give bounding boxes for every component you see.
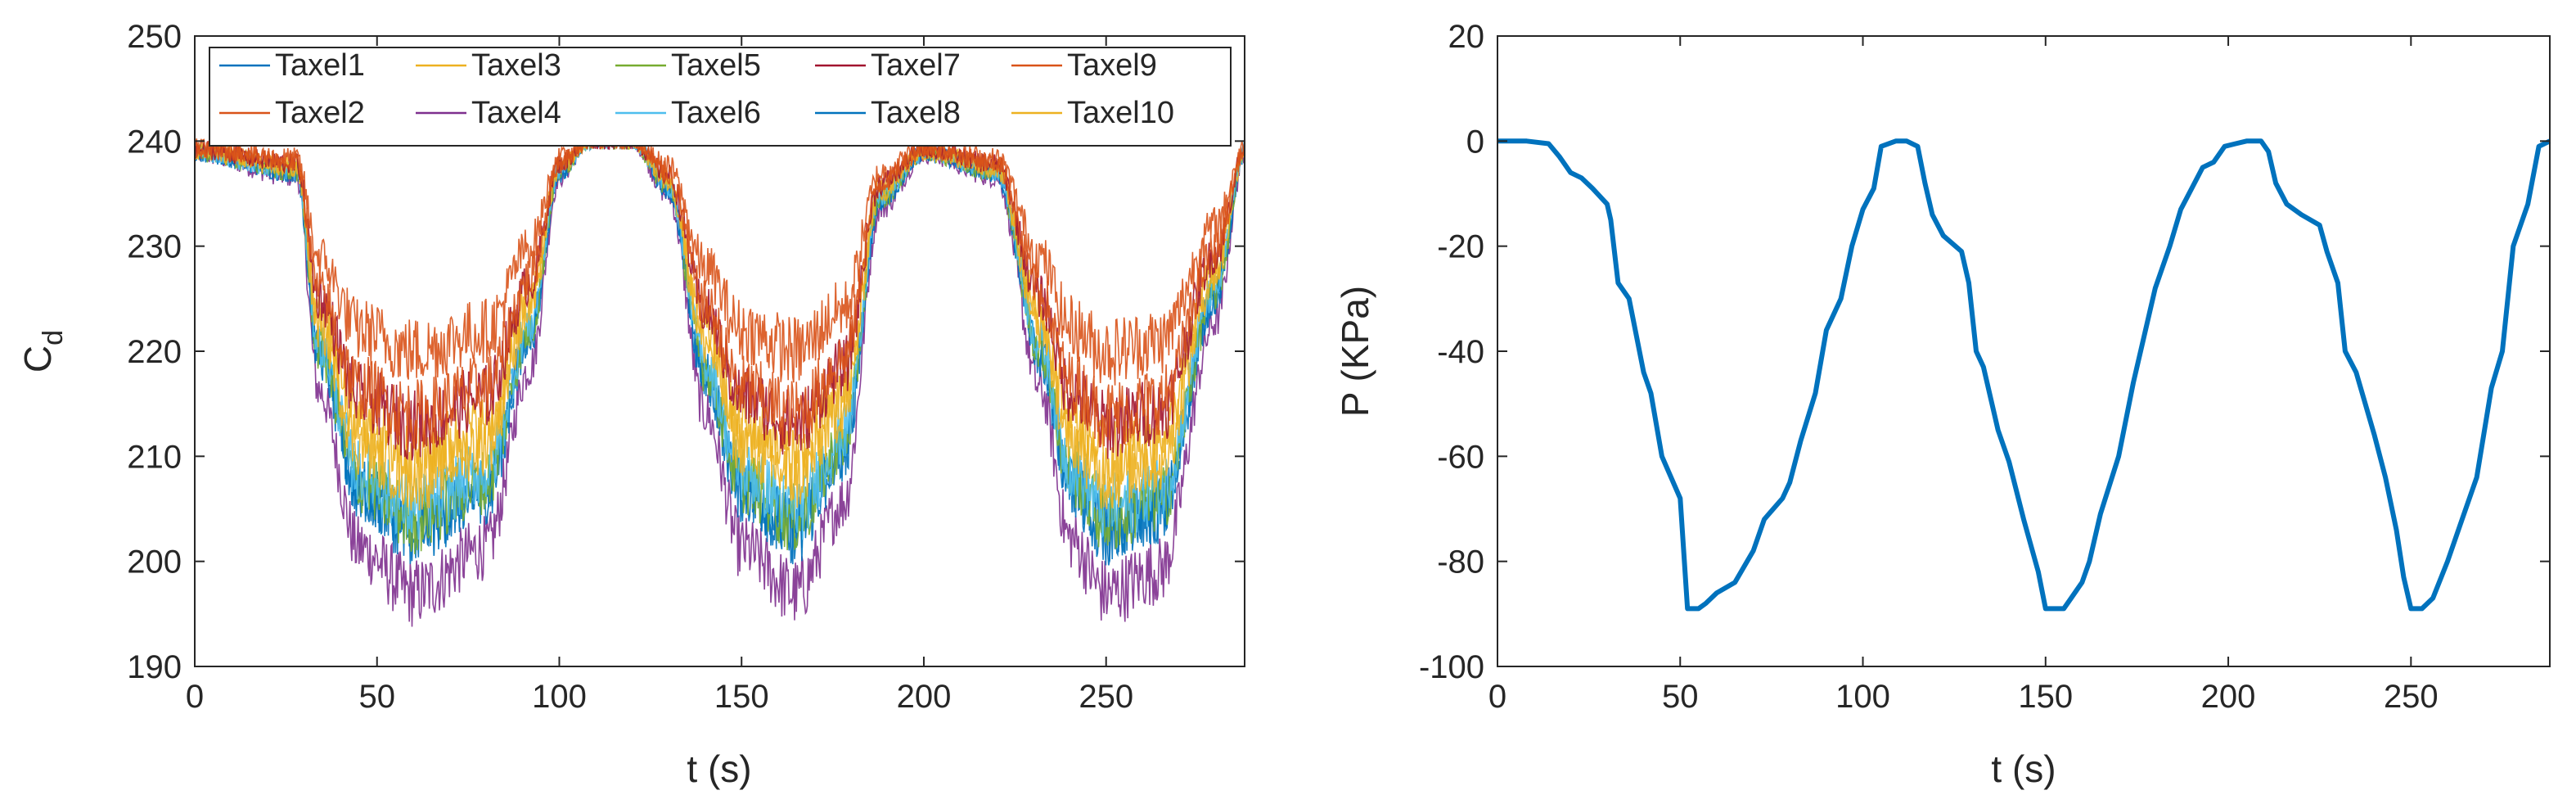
left-y-tick-label: 240 [127, 124, 182, 160]
left-y-tick-label: 250 [127, 19, 182, 55]
right-x-tick-label: 200 [2201, 679, 2256, 715]
left-y-tick-label: 210 [127, 439, 182, 475]
legend-label: Taxel8 [871, 96, 961, 130]
right-plot-frame [1497, 35, 2551, 667]
legend-label: Taxel10 [1067, 96, 1174, 130]
legend-label: Taxel4 [471, 96, 561, 130]
left-x-tick-label: 0 [186, 679, 204, 715]
left-x-tick-label: 100 [532, 679, 587, 715]
pressure-chart: 0 50 100 150 200 250 -100 -80 -60 -40 -20 0 20 t (s… [1334, 19, 2551, 790]
right-x-tick-label: 250 [2384, 679, 2439, 715]
legend-label: Taxel3 [471, 48, 561, 83]
right-x-tick-label: 150 [2018, 679, 2073, 715]
pressure-series-group [1497, 138, 2551, 612]
taxel-series-group [194, 130, 1245, 627]
right-y-ticks: -100 -80 -60 -40 -20 0 20 [1419, 19, 2550, 685]
right-y-tick-label: -80 [1437, 544, 1484, 580]
left-y-axis-label: Cd [16, 330, 69, 373]
left-y-tick-label: 200 [127, 544, 182, 580]
right-y-tick-label: 0 [1466, 124, 1484, 160]
series-taxel4 [194, 131, 1245, 627]
legend-label: Taxel5 [671, 48, 761, 83]
left-x-tick-label: 50 [358, 679, 395, 715]
legend-label: Taxel6 [671, 96, 761, 130]
taxel-capacitance-chart: 0 50 100 150 200 250 190 200 210 220 230 240 250 t … [16, 19, 1245, 790]
right-y-tick-label: -60 [1437, 439, 1484, 475]
series-taxel2 [194, 130, 1245, 386]
right-y-tick-label: -100 [1419, 649, 1484, 685]
legend-box [209, 47, 1232, 147]
left-x-axis-label: t (s) [687, 748, 751, 790]
left-x-tick-label: 250 [1079, 679, 1133, 715]
legend-items: Taxel1 Taxel2 Taxel3 Taxel4 Taxel5 Taxel6 Taxe… [219, 48, 1174, 130]
left-y-tick-label: 190 [127, 649, 182, 685]
right-x-tick-label: 100 [1835, 679, 1890, 715]
series-taxel7 [194, 133, 1245, 461]
right-y-tick-label: 20 [1448, 19, 1485, 55]
left-y-tick-label: 230 [127, 229, 182, 265]
left-x-ticks: 0 50 100 150 200 250 [186, 36, 1133, 715]
right-y-tick-label: -40 [1437, 334, 1484, 370]
left-y-tick-label: 220 [127, 334, 182, 370]
legend-label: Taxel1 [275, 48, 365, 83]
right-x-tick-label: 50 [1662, 679, 1699, 715]
pressure-line [1497, 138, 2551, 612]
right-x-axis-label: t (s) [1991, 748, 2056, 790]
legend-label: Taxel2 [275, 96, 365, 130]
legend-label: Taxel9 [1067, 48, 1157, 83]
legend-label: Taxel7 [871, 48, 961, 83]
right-y-axis-label: P (KPa) [1334, 286, 1376, 417]
series-taxel9 [194, 133, 1245, 449]
right-x-tick-label: 0 [1488, 679, 1506, 715]
legend: Taxel1 Taxel2 Taxel3 Taxel4 Taxel5 Taxel6 Taxe… [209, 47, 1232, 147]
left-x-tick-label: 150 [714, 679, 769, 715]
right-y-tick-label: -20 [1437, 229, 1484, 265]
left-x-tick-label: 200 [897, 679, 952, 715]
right-x-ticks: 0 50 100 150 200 250 [1488, 36, 2439, 715]
left-y-ticks: 190 200 210 220 230 240 250 [127, 19, 1245, 685]
